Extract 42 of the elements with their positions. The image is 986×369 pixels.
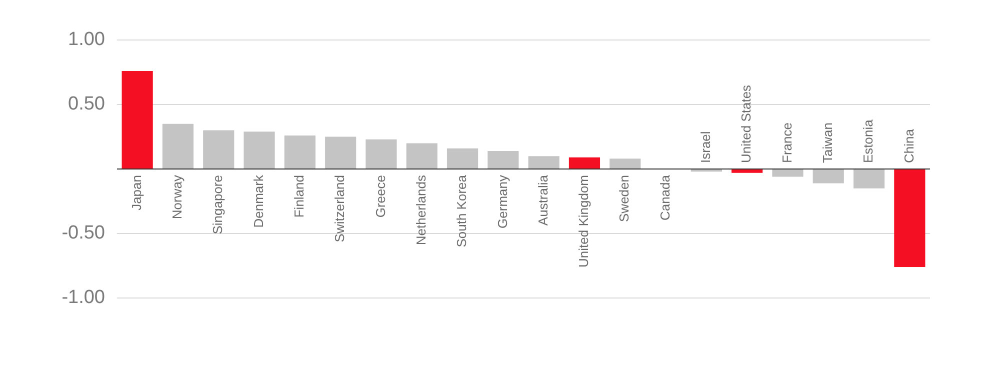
bar (528, 156, 560, 168)
bar (894, 170, 926, 268)
bar (366, 139, 397, 168)
x-tick-label: Finland (292, 175, 307, 218)
bar (568, 157, 600, 168)
bar (122, 70, 153, 168)
y-tick-label: -0.50 (62, 222, 105, 244)
x-tick-label: Denmark (250, 174, 266, 228)
bar (284, 135, 316, 168)
x-tick-label: Switzerland (332, 175, 348, 242)
bar (772, 170, 804, 177)
bar (325, 136, 356, 168)
bar (610, 158, 641, 168)
bar (446, 148, 478, 168)
bar (244, 132, 275, 168)
x-tick-label: United States (738, 84, 754, 163)
x-tick-label: Netherlands (413, 174, 428, 246)
x-tick-label: Sweden (616, 175, 632, 222)
bar (162, 124, 194, 168)
x-tick-label: Japan (128, 175, 144, 210)
y-tick-label: -1.00 (62, 287, 105, 308)
x-tick-label: United Kingdom (576, 175, 592, 268)
y-tick-label: 0.50 (68, 94, 105, 115)
x-tick-label: Estonia (860, 118, 876, 163)
x-tick-label: South Korea (454, 174, 470, 248)
bar (732, 170, 763, 173)
x-tick-label: Singapore (210, 175, 226, 234)
x-tick-label: Canada (657, 174, 672, 221)
bar (406, 143, 438, 168)
x-tick-label: Taiwan (820, 122, 835, 163)
x-tick-label: Germany (494, 174, 510, 228)
x-tick-label: Israel (698, 131, 714, 163)
bar (812, 170, 844, 184)
x-tick-label: Greece (372, 175, 388, 218)
x-tick-label: France (779, 122, 794, 163)
y-tick-label: 1.00 (68, 29, 105, 50)
bar (853, 170, 885, 188)
bar (488, 150, 519, 168)
bar (203, 130, 234, 168)
x-tick-label: Australia (535, 174, 550, 226)
x-tick-label: China (901, 128, 916, 163)
x-tick-label: Norway (170, 174, 185, 220)
